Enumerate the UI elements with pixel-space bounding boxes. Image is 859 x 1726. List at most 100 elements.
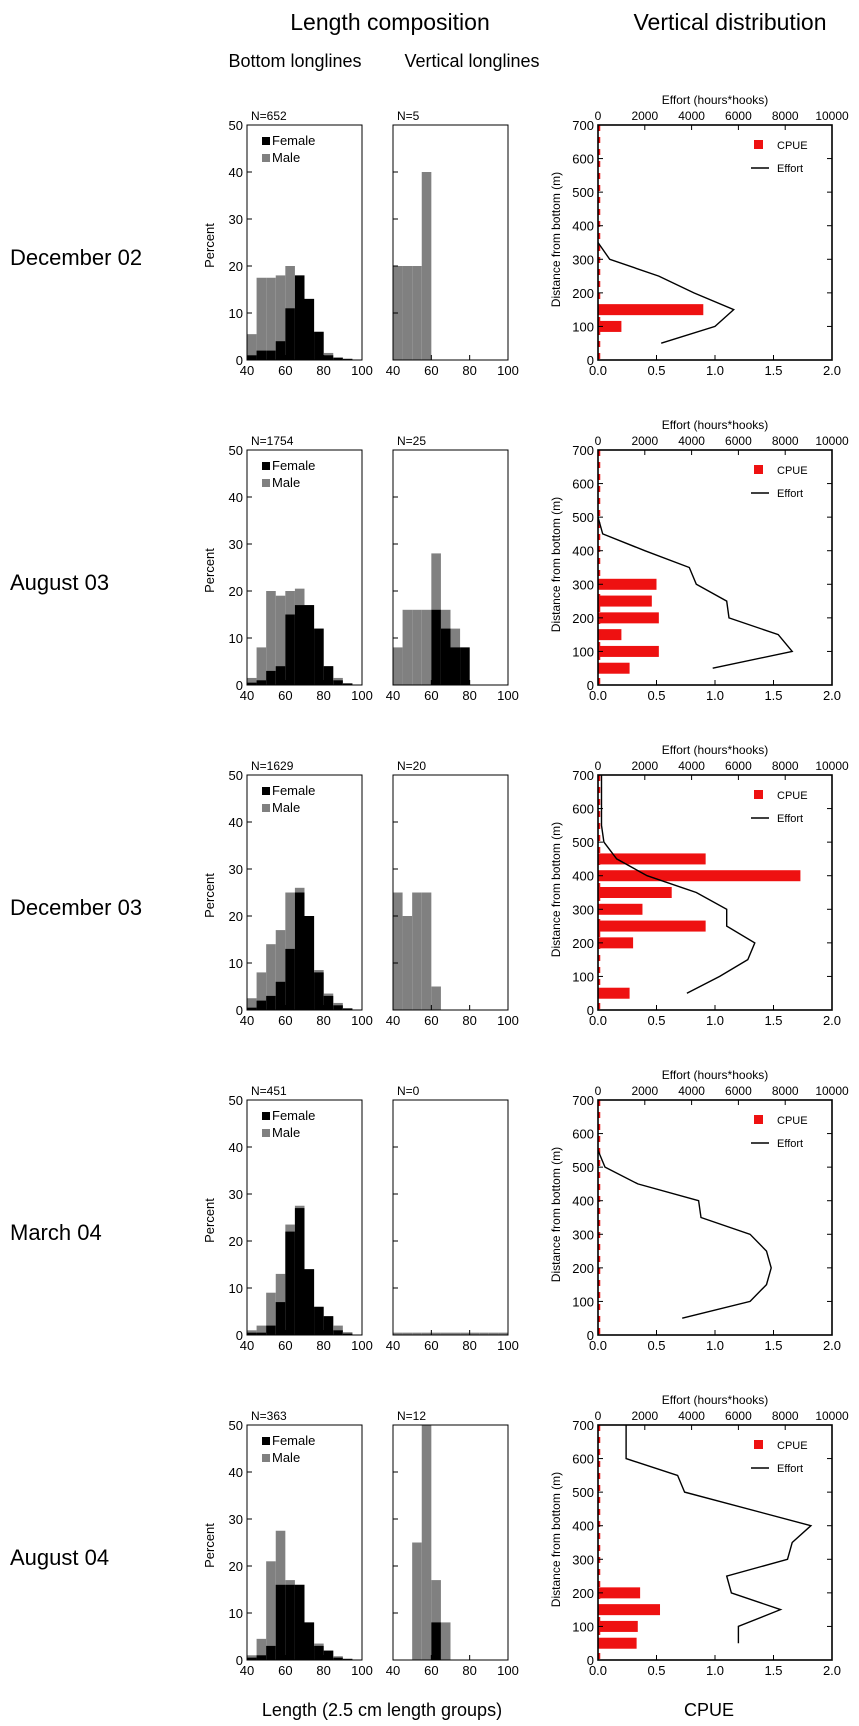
x-tick-label: 100 [351, 688, 373, 703]
legend-cpue-label: CPUE [777, 1115, 808, 1127]
effort-line [597, 242, 735, 344]
x-tick-label: 60 [424, 688, 438, 703]
y-tick-label: 50 [229, 1093, 243, 1108]
x-tick-label: 100 [497, 1013, 519, 1028]
legend-cpue-label: CPUE [777, 790, 808, 802]
cpue-bar [598, 937, 634, 949]
y-tick-label: 10 [229, 1281, 243, 1296]
x-tick-label: 40 [240, 1013, 254, 1028]
female-bar [294, 275, 305, 360]
male-bar [479, 1332, 489, 1335]
male-bar [421, 892, 432, 1010]
bottom-longline-histogram: N=652 40 60 80 100 0 10 20 30 40 50 Percent Female Ma… [202, 109, 373, 378]
x-tick-label: 1.0 [706, 688, 724, 703]
female-bar [247, 682, 257, 685]
vertical-longline-histogram: N=20 40 60 80 100 [386, 759, 519, 1028]
male-bar [266, 591, 276, 685]
x-tick-label: 80 [316, 1338, 330, 1353]
y-tick-label: 200 [572, 1261, 594, 1276]
bottom-longline-histogram: N=451 40 60 80 100 0 10 20 30 40 50 Percent Female Ma… [202, 1084, 373, 1353]
plot-frame [392, 774, 509, 1011]
cpue-bar [598, 1620, 638, 1632]
male-bar [393, 1332, 403, 1335]
effort-axis-label: Effort (hours*hooks) [662, 93, 769, 107]
effort-line [600, 775, 756, 994]
male-bar [440, 1332, 451, 1335]
female-bar [333, 1005, 343, 1010]
female-bar [256, 680, 267, 685]
effort-tick-label: 4000 [678, 434, 705, 448]
y-tick-label: 100 [572, 969, 594, 984]
legend-cpue-swatch [754, 140, 763, 149]
cpue-bar [598, 578, 657, 590]
x-tick-label: 1.5 [764, 363, 782, 378]
y-tick-label: 30 [229, 1512, 243, 1527]
cpue-bar [598, 320, 622, 332]
header-bottom-longlines: Bottom longlines [228, 51, 361, 71]
period-panel: August 03 N=1754 40 60 80 100 0 10 20 30 40 50 Perce… [10, 418, 849, 703]
legend-cpue-swatch [754, 465, 763, 474]
vertical-distribution-plot: 0 100 200 300 400 500 600 700 0.0 0.5 1.0 1.5 2.0 0 20… [549, 743, 849, 1028]
male-bar [412, 1542, 422, 1660]
female-bar [266, 995, 276, 1010]
bottom-longline-histogram: N=363 40 60 80 100 0 10 20 30 40 50 Percent Female Ma… [202, 1409, 373, 1678]
male-bar [256, 1325, 267, 1335]
x-tick-label: 0.5 [647, 688, 665, 703]
legend-cpue-swatch [754, 790, 763, 799]
male-bar [256, 277, 267, 360]
effort-tick-label: 10000 [815, 759, 849, 773]
x-tick-label: 40 [240, 1338, 254, 1353]
legend-female-swatch [262, 1437, 270, 1445]
x-axis-label-cpue: CPUE [684, 1700, 734, 1720]
vertical-distribution-plot: 0 100 200 300 400 500 600 700 0.0 0.5 1.0 1.5 2.0 0 20… [549, 1068, 849, 1353]
period-label: August 03 [10, 570, 109, 595]
x-tick-label: 0.0 [589, 1338, 607, 1353]
period-panel: March 04 N=451 40 60 80 100 0 10 20 30 40 50 Percent… [10, 1068, 849, 1353]
female-bar [285, 614, 295, 685]
x-tick-label: 100 [497, 688, 519, 703]
x-tick-label: 100 [351, 1013, 373, 1028]
female-bar [275, 981, 286, 1010]
period-label: August 04 [10, 1545, 109, 1570]
cpue-bar [598, 1604, 661, 1616]
y-tick-label: 40 [229, 815, 243, 830]
x-tick-label: 100 [351, 363, 373, 378]
effort-tick-label: 2000 [631, 1409, 658, 1423]
vertical-longline-histogram: N=5 40 60 80 100 [386, 109, 519, 378]
female-bar [342, 1008, 353, 1010]
effort-line [597, 516, 794, 669]
female-bar [294, 605, 305, 685]
period-label: March 04 [10, 1220, 102, 1245]
plot-frame [392, 449, 509, 686]
x-tick-label: 1.0 [706, 1013, 724, 1028]
male-bar [256, 1638, 267, 1660]
male-bar [393, 647, 403, 685]
female-bar [247, 355, 257, 360]
y-tick-label: 500 [572, 510, 594, 525]
female-bar [450, 647, 461, 685]
vertical-longline-histogram: N=12 40 60 80 100 [386, 1409, 519, 1678]
x-tick-label: 2.0 [823, 1013, 841, 1028]
male-bar [275, 595, 286, 685]
female-bar [275, 1584, 286, 1660]
y-axis-label-distance: Distance from bottom (m) [549, 1147, 563, 1282]
y-tick-label: 200 [572, 1586, 594, 1601]
y-tick-label: 700 [572, 768, 594, 783]
cpue-bar [598, 903, 643, 915]
effort-tick-label: 8000 [772, 1084, 799, 1098]
x-tick-label: 60 [424, 363, 438, 378]
y-tick-label: 700 [572, 1093, 594, 1108]
male-bar [247, 677, 257, 685]
period-panel: December 03 N=1629 40 60 80 100 0 10 20 30 40 50 Per… [10, 743, 849, 1028]
cpue-bar [598, 920, 706, 932]
y-axis-label-percent: Percent [202, 873, 217, 918]
female-bar [333, 680, 343, 685]
x-tick-label: 100 [497, 1338, 519, 1353]
x-tick-label: 2.0 [823, 1338, 841, 1353]
male-bar [402, 1332, 413, 1335]
x-tick-label: 40 [386, 1013, 400, 1028]
x-tick-label: 100 [497, 1663, 519, 1678]
x-tick-label: 0.0 [589, 363, 607, 378]
y-tick-label: 10 [229, 306, 243, 321]
